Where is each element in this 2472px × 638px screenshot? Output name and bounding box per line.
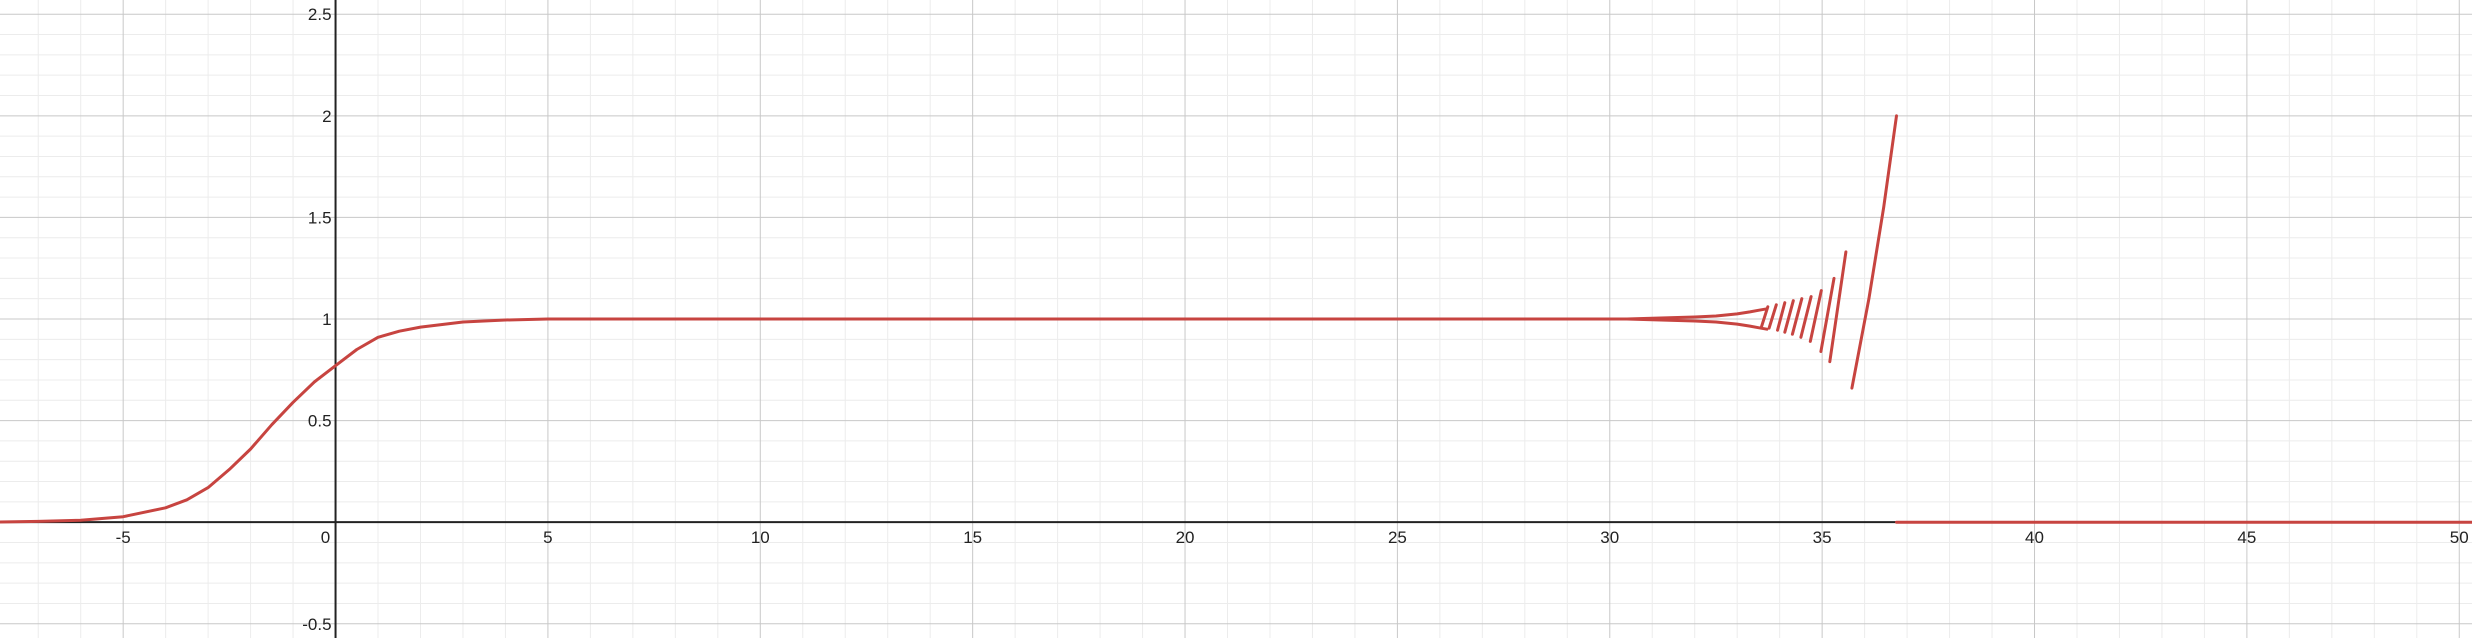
x-tick-label: 25 — [1388, 528, 1407, 547]
y-tick-label: 0.5 — [308, 412, 332, 431]
x-tick-label: 40 — [2025, 528, 2044, 547]
plotted-curves — [0, 114, 2472, 524]
y-tick-label: 2 — [322, 107, 331, 126]
tick-labels: -5 0 5 10 15 20 25 30 35 40 45 50 -0.5 0.5 1 1.5 2 2.5 — [116, 5, 2469, 634]
curve-segment — [1776, 301, 1787, 332]
x-tick-label: -5 — [116, 528, 131, 547]
curve-segment — [1759, 305, 1770, 329]
x-tick-label: 0 — [321, 528, 330, 547]
curve-segment — [1783, 299, 1795, 334]
curve-segment — [1790, 297, 1804, 336]
x-tick-label: 30 — [1600, 528, 1619, 547]
x-tick-label: 35 — [1813, 528, 1832, 547]
curve-segment — [1850, 114, 1898, 390]
x-tick-label: 10 — [751, 528, 770, 547]
curve-segment — [1819, 276, 1836, 353]
curve-segment — [1799, 295, 1813, 339]
y-tick-label: 1.5 — [308, 208, 332, 227]
y-tick-label: -0.5 — [302, 615, 331, 634]
curve-segment — [1625, 317, 1769, 331]
x-tick-label: 50 — [2450, 528, 2469, 547]
curve-segment — [0, 317, 1633, 524]
curve-segment — [1828, 250, 1848, 364]
x-tick-label: 15 — [963, 528, 982, 547]
y-tick-label: 1 — [322, 310, 331, 329]
x-tick-label: 20 — [1176, 528, 1195, 547]
y-tick-label: 2.5 — [308, 5, 332, 24]
curve-segment — [1767, 303, 1778, 330]
curve-segment — [1808, 289, 1823, 343]
curve-segment — [1625, 307, 1769, 321]
x-tick-label: 45 — [2237, 528, 2256, 547]
x-tick-label: 5 — [543, 528, 552, 547]
